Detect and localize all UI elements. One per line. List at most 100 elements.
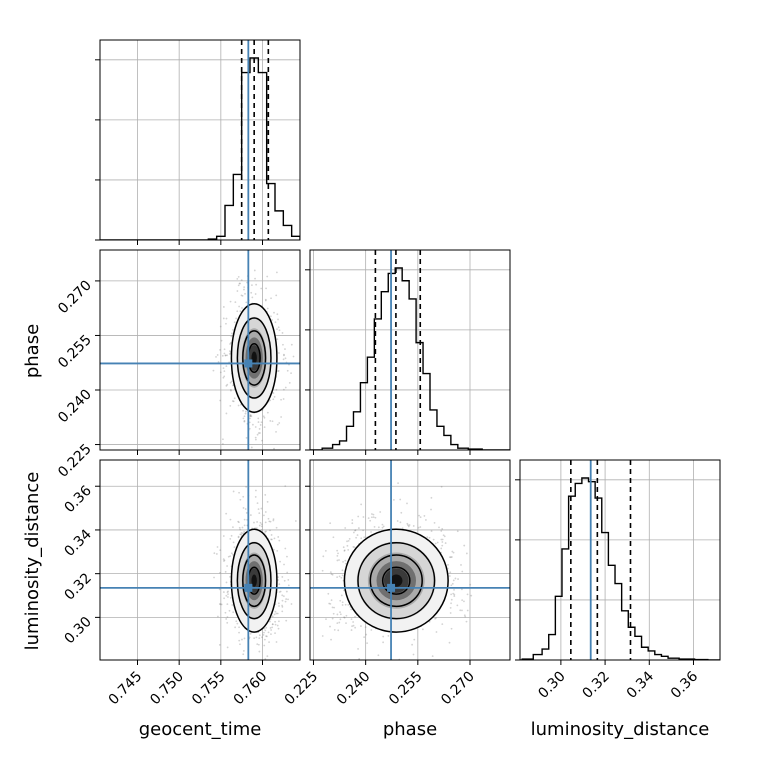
sample-point bbox=[220, 603, 223, 606]
sample-point bbox=[243, 288, 245, 291]
sample-point bbox=[465, 552, 468, 555]
sample-point bbox=[283, 353, 285, 356]
sample-point bbox=[268, 641, 270, 643]
sample-point bbox=[273, 395, 276, 398]
sample-point bbox=[237, 520, 240, 523]
density-panel-luminosity-distance-vs-phase bbox=[310, 460, 510, 660]
xlabel-luminosity-distance: luminosity_distance bbox=[531, 719, 710, 740]
sample-point bbox=[215, 553, 218, 555]
sample-point bbox=[222, 558, 225, 561]
sample-point bbox=[284, 600, 287, 603]
sample-point bbox=[245, 436, 248, 439]
sample-point bbox=[264, 629, 267, 632]
sample-point bbox=[348, 537, 351, 540]
sample-point bbox=[248, 427, 251, 430]
sample-point bbox=[224, 570, 227, 573]
sample-point bbox=[232, 329, 234, 331]
sample-point bbox=[276, 338, 279, 341]
sample-point bbox=[276, 423, 279, 426]
histogram-steps bbox=[520, 477, 720, 660]
sample-point bbox=[286, 555, 288, 558]
sample-point bbox=[426, 536, 429, 539]
sample-point bbox=[229, 597, 232, 599]
sample-point bbox=[219, 325, 222, 328]
sample-point bbox=[441, 623, 444, 626]
sample-point bbox=[456, 604, 459, 607]
sample-point bbox=[236, 290, 239, 292]
y-tick-label: 0.240 bbox=[55, 387, 95, 427]
sample-point bbox=[228, 352, 231, 355]
sample-point bbox=[271, 420, 274, 423]
sample-point bbox=[231, 332, 233, 335]
sample-point bbox=[450, 584, 453, 587]
sample-point bbox=[242, 417, 245, 420]
sample-point bbox=[244, 412, 247, 415]
sample-point bbox=[355, 536, 358, 539]
sample-point bbox=[351, 625, 353, 628]
sample-point bbox=[269, 420, 272, 422]
sample-point bbox=[347, 549, 350, 551]
sample-point bbox=[227, 596, 229, 598]
sample-point bbox=[454, 577, 457, 580]
histogram-steps bbox=[100, 57, 300, 240]
sample-point bbox=[223, 348, 226, 351]
sample-point bbox=[276, 624, 279, 627]
sample-point bbox=[224, 611, 227, 614]
sample-point bbox=[357, 648, 359, 650]
sample-point bbox=[441, 541, 444, 543]
sample-point bbox=[345, 614, 348, 617]
sample-point bbox=[263, 426, 266, 429]
x-tick-label: 0.30 bbox=[535, 669, 568, 702]
sample-point bbox=[284, 348, 286, 350]
sample-point bbox=[358, 657, 361, 660]
sample-point bbox=[270, 534, 273, 536]
sample-point bbox=[461, 609, 463, 612]
sample-point bbox=[333, 628, 336, 631]
sample-point bbox=[255, 283, 258, 286]
sample-point bbox=[372, 513, 375, 516]
sample-point bbox=[287, 579, 290, 581]
sample-point bbox=[273, 537, 276, 540]
sample-point bbox=[242, 495, 245, 498]
sample-point bbox=[285, 598, 288, 600]
sample-point bbox=[254, 496, 257, 498]
sample-point bbox=[431, 655, 434, 658]
density-content bbox=[100, 250, 300, 453]
sample-point bbox=[266, 411, 269, 414]
sample-point bbox=[266, 635, 268, 638]
sample-point bbox=[451, 582, 454, 585]
sample-point bbox=[260, 523, 263, 526]
sample-point bbox=[238, 639, 241, 642]
sample-point bbox=[258, 428, 261, 430]
sample-point bbox=[224, 354, 227, 357]
sample-point bbox=[230, 380, 233, 383]
sample-point bbox=[232, 541, 235, 544]
density-panel-phase-vs-geocent-time bbox=[100, 250, 300, 453]
sample-point bbox=[218, 603, 221, 605]
sample-point bbox=[260, 451, 262, 453]
sample-point bbox=[337, 629, 340, 632]
contour-line bbox=[242, 554, 267, 608]
sample-point bbox=[250, 415, 253, 418]
density-content bbox=[100, 460, 300, 660]
sample-point bbox=[235, 317, 238, 320]
sample-point bbox=[278, 583, 281, 586]
sample-point bbox=[370, 513, 373, 515]
sample-point bbox=[440, 547, 443, 550]
sample-point bbox=[290, 372, 292, 374]
sample-point bbox=[271, 626, 274, 629]
sample-point bbox=[229, 518, 232, 521]
density-level bbox=[251, 574, 257, 587]
sample-point bbox=[407, 524, 409, 527]
sample-point bbox=[225, 412, 228, 415]
sample-point bbox=[249, 414, 252, 417]
sample-point bbox=[286, 369, 289, 372]
sample-point bbox=[243, 286, 246, 289]
sample-point bbox=[382, 641, 384, 644]
sample-point bbox=[470, 594, 473, 597]
sample-point bbox=[256, 502, 259, 505]
sample-point bbox=[273, 447, 275, 450]
sample-point bbox=[213, 576, 215, 579]
sample-point bbox=[264, 531, 267, 533]
sample-point bbox=[272, 518, 275, 521]
